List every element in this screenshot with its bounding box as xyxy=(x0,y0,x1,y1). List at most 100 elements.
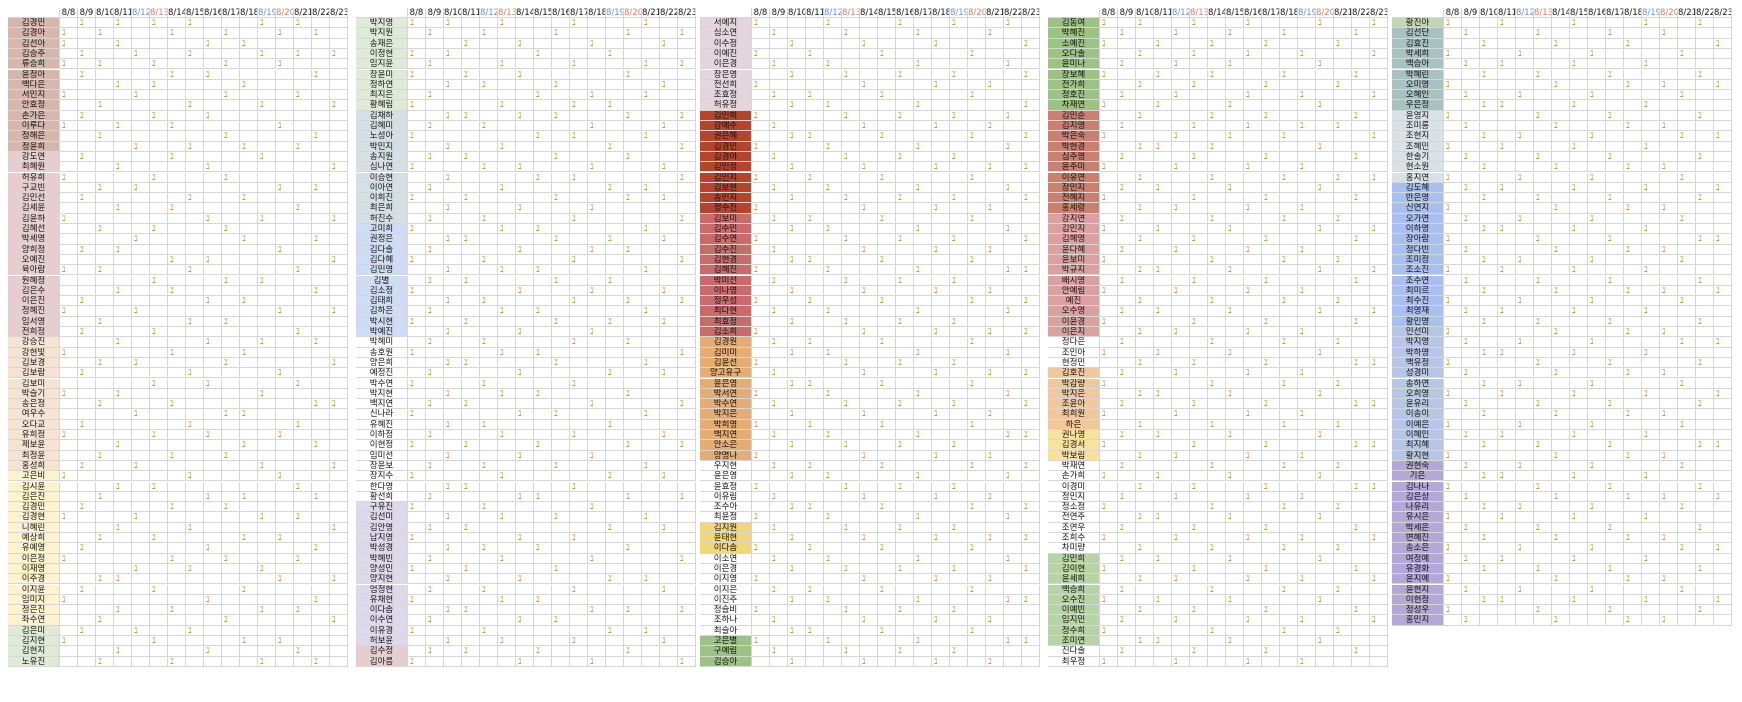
attendance-cell[interactable] xyxy=(498,327,516,338)
member-name-cell[interactable]: 박지은 xyxy=(1048,388,1100,400)
attendance-cell[interactable] xyxy=(1696,28,1714,39)
attendance-cell[interactable] xyxy=(1118,502,1136,513)
attendance-cell[interactable] xyxy=(678,584,696,595)
attendance-cell[interactable] xyxy=(896,306,914,317)
attendance-cell[interactable] xyxy=(1552,18,1570,29)
attendance-cell[interactable] xyxy=(986,254,1004,266)
attendance-cell[interactable] xyxy=(1642,316,1660,327)
attendance-cell[interactable] xyxy=(168,625,186,636)
attendance-cell[interactable] xyxy=(1516,368,1534,379)
attendance-cell[interactable] xyxy=(1154,378,1172,389)
attendance-cell[interactable] xyxy=(968,347,986,358)
attendance-cell[interactable]: ℷ xyxy=(114,388,132,400)
attendance-cell[interactable]: ℷ xyxy=(986,162,1004,173)
attendance-cell[interactable] xyxy=(426,162,444,173)
attendance-cell[interactable]: ℷ xyxy=(78,18,96,29)
attendance-cell[interactable] xyxy=(788,368,806,379)
attendance-cell[interactable] xyxy=(132,636,150,647)
attendance-cell[interactable] xyxy=(642,193,660,204)
attendance-cell[interactable]: ℷ xyxy=(788,162,806,173)
attendance-cell[interactable] xyxy=(204,388,222,400)
attendance-cell[interactable] xyxy=(168,275,186,286)
attendance-cell[interactable] xyxy=(276,388,294,400)
attendance-cell[interactable] xyxy=(276,172,294,183)
attendance-cell[interactable] xyxy=(1642,244,1660,255)
attendance-cell[interactable] xyxy=(1154,110,1172,121)
attendance-cell[interactable] xyxy=(624,502,642,513)
attendance-cell[interactable] xyxy=(914,646,932,657)
attendance-cell[interactable] xyxy=(1244,430,1262,441)
attendance-cell[interactable]: ℷ xyxy=(1316,265,1334,276)
attendance-cell[interactable] xyxy=(132,131,150,142)
attendance-cell[interactable]: ℷ xyxy=(896,440,914,451)
attendance-cell[interactable] xyxy=(824,574,842,585)
attendance-cell[interactable]: ℷ xyxy=(276,121,294,132)
attendance-cell[interactable] xyxy=(788,491,806,503)
attendance-cell[interactable] xyxy=(1624,265,1642,276)
attendance-cell[interactable]: ℷ xyxy=(1516,337,1534,348)
attendance-cell[interactable] xyxy=(60,327,78,338)
attendance-cell[interactable]: ℷ xyxy=(1262,440,1280,451)
attendance-cell[interactable] xyxy=(660,110,678,121)
attendance-cell[interactable]: ℷ xyxy=(842,563,860,575)
member-name-cell[interactable]: 김현지 xyxy=(8,646,60,657)
attendance-cell[interactable] xyxy=(186,182,204,194)
attendance-cell[interactable] xyxy=(516,296,534,307)
attendance-cell[interactable]: ℷ xyxy=(1208,502,1226,513)
attendance-cell[interactable] xyxy=(914,110,932,121)
attendance-cell[interactable] xyxy=(896,388,914,400)
attendance-cell[interactable] xyxy=(294,584,312,595)
attendance-cell[interactable] xyxy=(330,481,348,492)
attendance-cell[interactable]: ℷ xyxy=(860,244,878,255)
attendance-cell[interactable]: ℷ xyxy=(1370,224,1388,235)
attendance-cell[interactable]: ℷ xyxy=(60,306,78,317)
attendance-cell[interactable] xyxy=(1154,327,1172,338)
attendance-cell[interactable] xyxy=(950,615,968,626)
attendance-cell[interactable]: ℷ xyxy=(240,141,258,152)
attendance-cell[interactable] xyxy=(860,172,878,183)
attendance-cell[interactable] xyxy=(258,141,276,152)
attendance-cell[interactable] xyxy=(1606,131,1624,142)
attendance-cell[interactable] xyxy=(1642,79,1660,91)
attendance-cell[interactable] xyxy=(444,213,462,224)
attendance-cell[interactable] xyxy=(1190,615,1208,626)
attendance-cell[interactable] xyxy=(878,357,896,369)
attendance-cell[interactable] xyxy=(1714,121,1732,132)
attendance-cell[interactable]: ℷ xyxy=(1534,151,1552,163)
attendance-cell[interactable] xyxy=(642,316,660,327)
attendance-cell[interactable]: ℷ xyxy=(1624,244,1642,255)
attendance-cell[interactable] xyxy=(588,440,606,451)
attendance-cell[interactable]: ℷ xyxy=(222,131,240,142)
attendance-cell[interactable]: ℷ xyxy=(1316,347,1334,358)
attendance-cell[interactable] xyxy=(294,543,312,554)
attendance-cell[interactable] xyxy=(444,28,462,39)
attendance-cell[interactable]: ℷ xyxy=(1552,285,1570,297)
attendance-cell[interactable]: ℷ xyxy=(660,522,678,533)
attendance-cell[interactable] xyxy=(752,522,770,533)
attendance-cell[interactable] xyxy=(240,172,258,183)
attendance-cell[interactable]: ℷ xyxy=(824,512,842,523)
attendance-cell[interactable] xyxy=(426,285,444,297)
attendance-cell[interactable] xyxy=(1118,234,1136,245)
attendance-cell[interactable] xyxy=(642,471,660,482)
attendance-cell[interactable] xyxy=(1280,399,1298,410)
attendance-cell[interactable] xyxy=(408,388,426,400)
attendance-cell[interactable] xyxy=(1462,234,1480,245)
attendance-cell[interactable] xyxy=(1444,69,1462,80)
attendance-cell[interactable]: ℷ xyxy=(1498,141,1516,152)
attendance-cell[interactable] xyxy=(1370,636,1388,647)
attendance-cell[interactable]: ℷ xyxy=(1480,193,1498,204)
attendance-cell[interactable] xyxy=(1118,172,1136,183)
attendance-cell[interactable]: ℷ xyxy=(258,656,276,667)
attendance-cell[interactable] xyxy=(240,162,258,173)
attendance-cell[interactable] xyxy=(1100,59,1118,70)
attendance-cell[interactable] xyxy=(1022,347,1040,358)
attendance-cell[interactable]: ℷ xyxy=(788,131,806,142)
attendance-cell[interactable] xyxy=(312,203,330,214)
attendance-cell[interactable] xyxy=(570,38,588,49)
attendance-cell[interactable] xyxy=(276,48,294,60)
attendance-cell[interactable] xyxy=(1004,409,1022,420)
attendance-cell[interactable] xyxy=(312,265,330,276)
attendance-cell[interactable] xyxy=(276,450,294,461)
attendance-cell[interactable] xyxy=(1244,234,1262,245)
